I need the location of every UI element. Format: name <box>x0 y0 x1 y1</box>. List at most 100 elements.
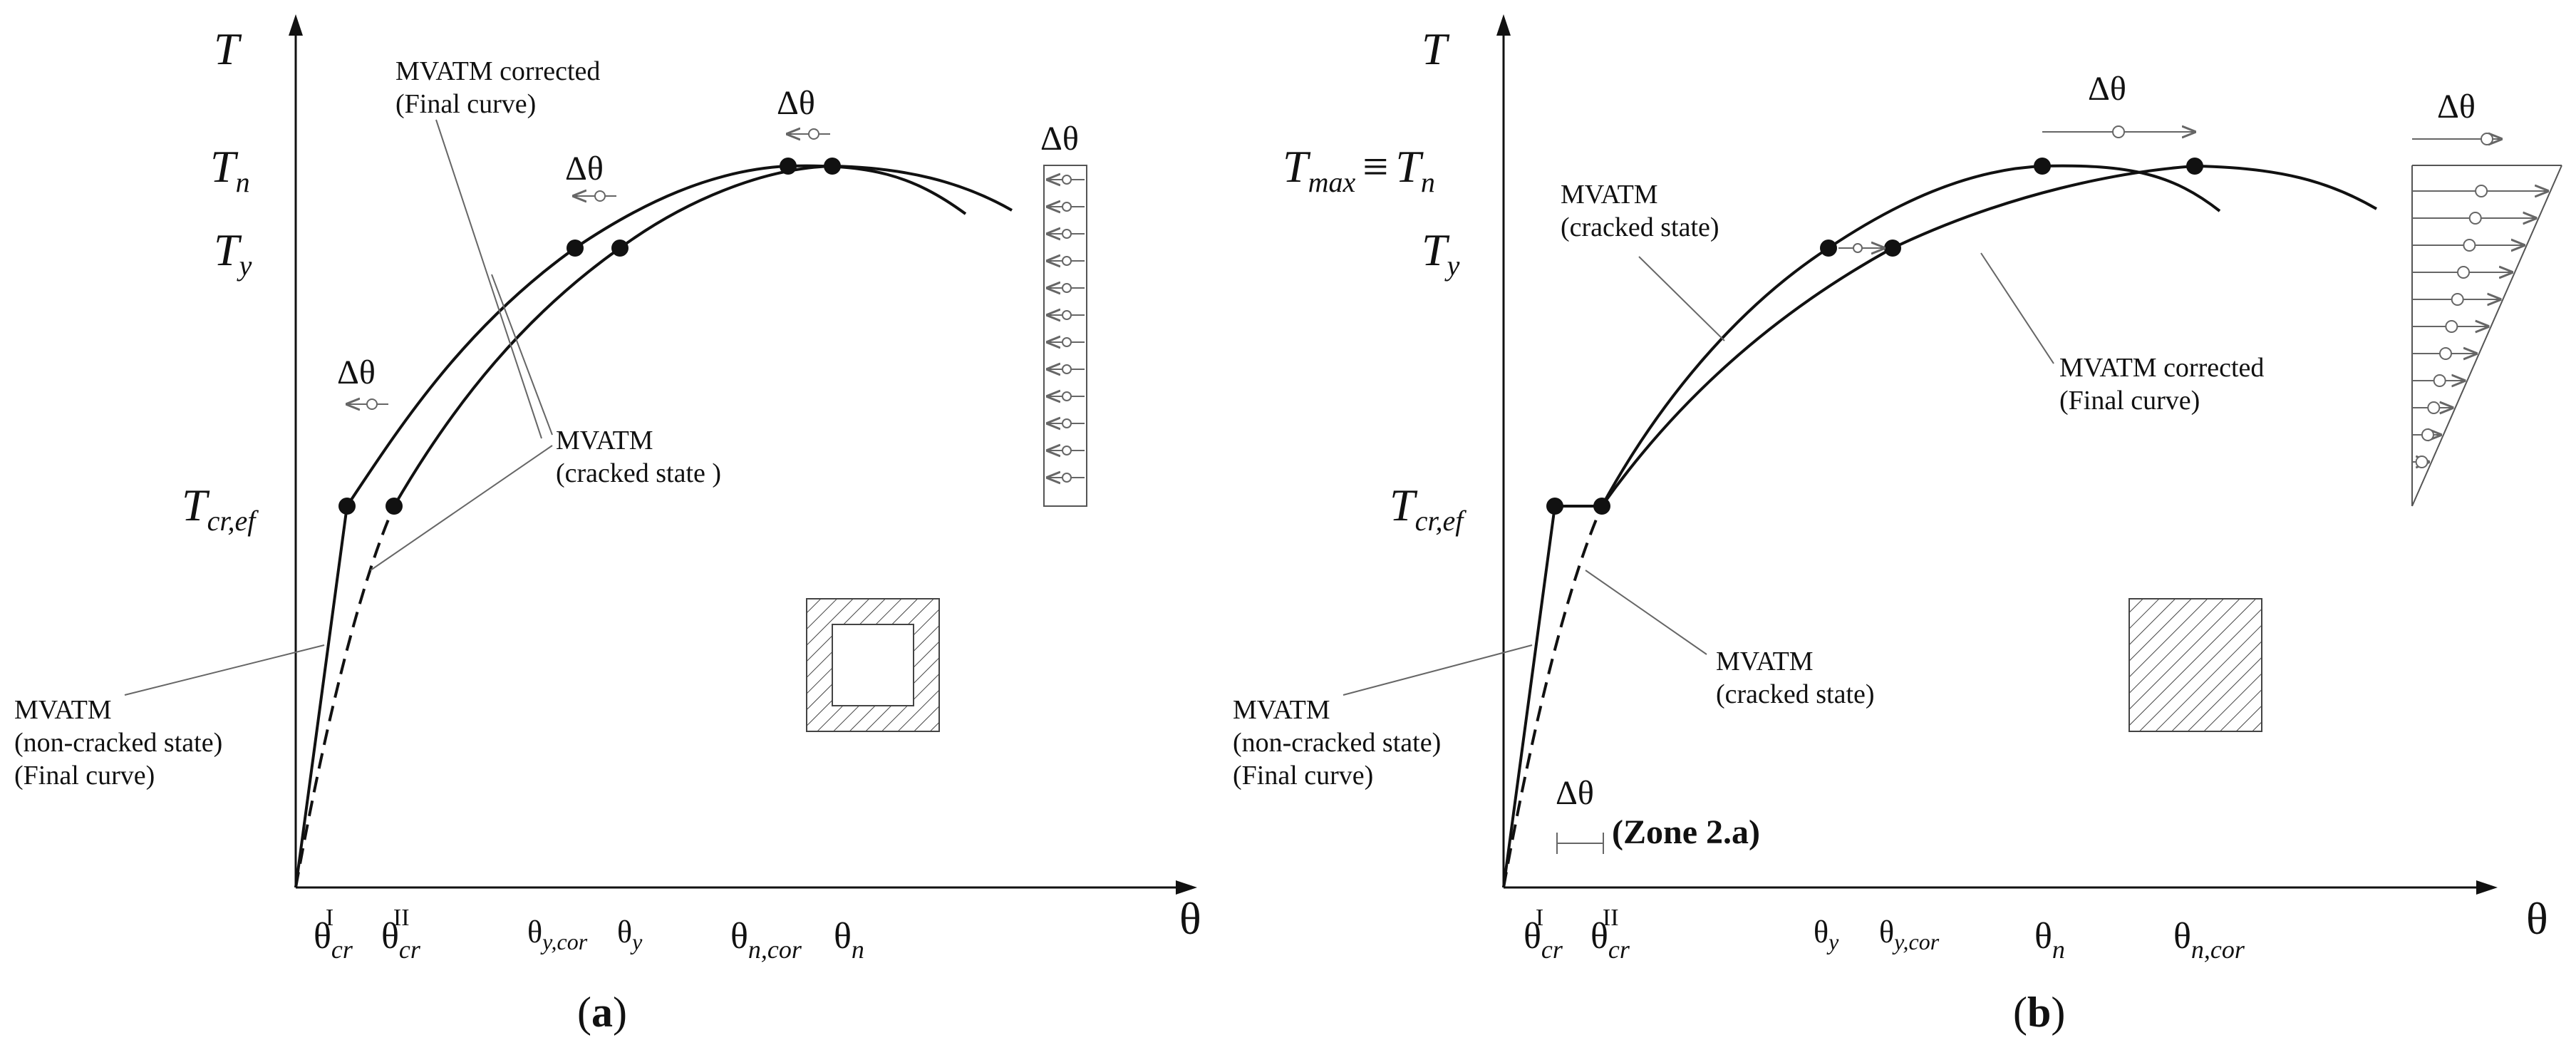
annot-noncracked: MVATM (non-cracked state) (Final curve) <box>14 695 222 791</box>
delta-label-n: Δθ <box>777 84 815 122</box>
distribution-arrow <box>2412 212 2535 224</box>
xtick-cr-II: θcrII <box>1590 905 1630 964</box>
curve-cracked <box>1600 164 2221 507</box>
point-n <box>824 158 841 175</box>
xtick-n: θn <box>2034 916 2065 964</box>
distribution-arrow <box>1048 419 1085 428</box>
leader-cracked-top <box>1638 256 1725 341</box>
point-y-cor <box>1884 240 1901 257</box>
point-y <box>611 240 629 257</box>
triangular-arrows <box>2412 185 2547 468</box>
distribution-arrow <box>1048 473 1085 482</box>
point-cr-I <box>1546 498 1563 515</box>
curve-cracked-dashed <box>1502 505 1603 888</box>
distribution-arrow <box>1048 446 1085 455</box>
tick-label-Tcr: Tcr,ef <box>182 480 259 537</box>
point-y-cor <box>567 240 584 257</box>
delta-label-distribution: Δθ <box>1040 120 1079 158</box>
point-n-cor <box>2186 158 2203 175</box>
xtick-y: θy <box>1814 915 1839 954</box>
solid-section-icon <box>2128 598 2262 732</box>
point-cr-I <box>338 498 356 515</box>
distribution-arrow <box>1048 311 1085 319</box>
point-y <box>1820 240 1837 257</box>
y-axis-arrow <box>289 14 303 36</box>
delta-label-distribution: Δθ <box>2437 88 2476 125</box>
xtick-n-cor: θn,cor <box>2173 916 2245 964</box>
caption-b: (b) <box>2013 989 2065 1036</box>
distribution-arrow <box>2412 456 2428 468</box>
distribution-arrow <box>2412 267 2512 278</box>
delta-label-n: Δθ <box>2088 70 2126 108</box>
tick-label-Ty: Ty <box>1422 225 1460 282</box>
uniform-arrows <box>1048 175 1085 482</box>
distribution-arrow <box>1048 365 1085 374</box>
hollow-section-icon <box>806 598 940 732</box>
xtick-y-cor: θy,cor <box>1879 915 1940 954</box>
zone-label: (Zone 2.a) <box>1612 813 1760 851</box>
distribution-arrow <box>1048 175 1085 184</box>
annot-noncracked: MVATM (non-cracked state) (Final curve) <box>1233 695 1441 791</box>
xtick-cr-I: θcrI <box>314 905 353 964</box>
distribution-arrow <box>1048 284 1085 292</box>
uniform-delta-distribution <box>1043 165 1087 507</box>
xtick-y: θy <box>617 915 643 954</box>
leader-noncracked <box>124 644 325 696</box>
y-axis-arrow <box>1496 14 1511 36</box>
distribution-arrow <box>2412 294 2500 305</box>
distribution-arrow <box>1048 257 1085 265</box>
delta-arrow-n <box>2042 126 2195 138</box>
annot-cracked: MVATM (cracked state ) <box>556 426 721 488</box>
x-axis-label: θ <box>2526 893 2548 944</box>
xtick-n-cor: θn,cor <box>730 916 802 964</box>
delta-arrow-cr <box>347 399 388 409</box>
distribution-arrow <box>2412 185 2547 197</box>
distribution-arrow <box>1048 230 1085 238</box>
caption-a: (a) <box>577 989 627 1036</box>
distribution-arrow <box>2412 402 2453 413</box>
distribution-arrow <box>2412 240 2524 251</box>
curve-corrected <box>346 164 967 508</box>
annot-corrected: MVATM corrected (Final curve) <box>395 56 600 119</box>
delta-label-zone: Δθ <box>1556 774 1594 812</box>
xtick-cr-I: θcrI <box>1524 905 1563 964</box>
annot-corrected: MVATM corrected (Final curve) <box>2059 353 2264 416</box>
annot-cracked-top: MVATM (cracked state) <box>1561 180 1719 242</box>
panel-b: T θ Tmax ≡ Tn Ty Tcr,ef θcrI θcrII θy θy,c… <box>1233 14 2562 1036</box>
xtick-y-cor: θy,cor <box>527 915 588 954</box>
leader-noncracked <box>1343 644 1533 696</box>
tick-label-Tmax: Tmax ≡ Tn <box>1283 141 1435 198</box>
point-cr-II <box>1593 498 1610 515</box>
curve-cracked-dashed <box>294 505 395 888</box>
delta-label-y: Δθ <box>565 150 604 187</box>
curve-cracked <box>393 164 1013 508</box>
leader-cracked-lower <box>370 445 553 571</box>
distribution-arrow <box>1048 338 1085 346</box>
delta-arrow-y <box>1838 244 1884 252</box>
curve-noncracked <box>294 505 348 888</box>
leader-cracked-upper <box>491 274 553 436</box>
distribution-arrow <box>2412 321 2488 332</box>
distribution-arrow <box>1048 202 1085 211</box>
curve-corrected <box>1600 164 2378 508</box>
delta-arrow-n <box>787 129 830 139</box>
point-cr-II <box>386 498 403 515</box>
tick-label-Ty: Ty <box>214 225 252 282</box>
tick-label-Tcr: Tcr,ef <box>1390 480 1467 537</box>
triangular-delta-distribution <box>2411 133 2562 507</box>
delta-label-cr: Δθ <box>337 354 376 391</box>
distribution-arrow <box>2412 348 2476 359</box>
tick-label-Tn: Tn <box>210 141 250 198</box>
distribution-arrow <box>2412 429 2441 441</box>
zone-bracket <box>1556 833 1604 854</box>
xtick-cr-II: θcrII <box>381 905 421 964</box>
curve-noncracked <box>1502 505 1556 888</box>
point-n <box>2034 158 2051 175</box>
delta-arrow-y <box>574 191 616 201</box>
panel-a: T θ Tn Ty Tcr,ef θcrI θcrII θy,cor θy θn… <box>14 14 1201 1036</box>
xtick-n: θn <box>834 916 864 964</box>
x-axis-label: θ <box>1179 893 1201 944</box>
annot-cracked-low: MVATM (cracked state) <box>1716 647 1875 709</box>
leader-corrected <box>435 119 542 439</box>
distribution-arrow <box>2412 375 2464 386</box>
